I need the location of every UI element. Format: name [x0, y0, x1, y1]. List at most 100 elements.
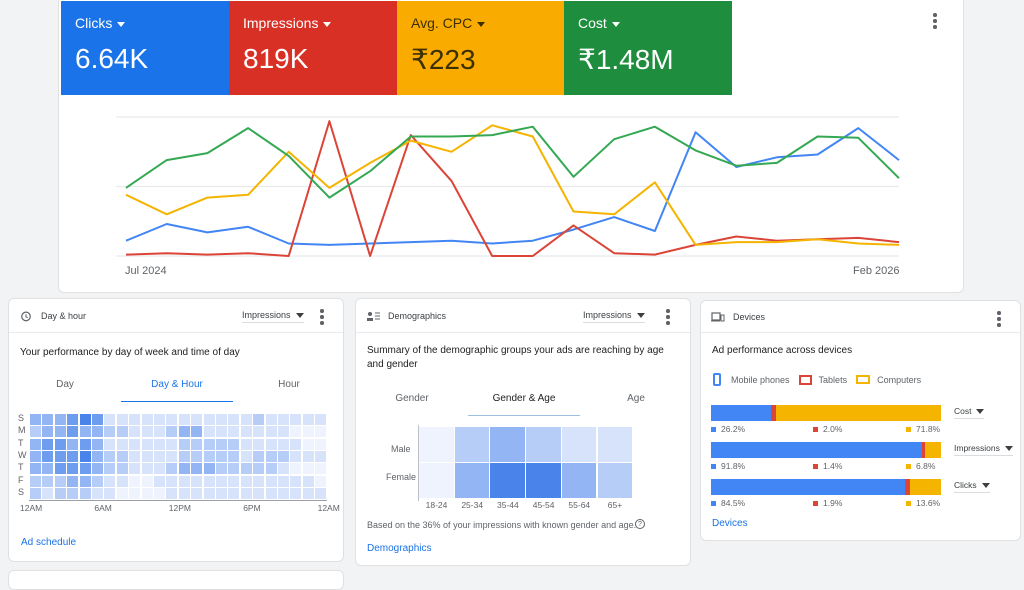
heatmap-cell[interactable] [129, 475, 141, 487]
heatmap-cell[interactable] [278, 463, 289, 475]
heatmap-cell[interactable] [191, 414, 203, 425]
heatmap-cell[interactable] [54, 475, 66, 487]
heatmap-cell[interactable] [265, 487, 277, 499]
heatmap-cell[interactable] [278, 450, 289, 462]
heatmap-cell[interactable] [315, 475, 327, 487]
heatmap-cell[interactable] [129, 450, 141, 462]
heatmap-cell[interactable] [253, 426, 265, 438]
heatmap-cell[interactable] [166, 475, 178, 487]
heatmap-cell[interactable] [30, 426, 41, 438]
heatmap-cell[interactable] [79, 450, 91, 462]
heatmap-cell[interactable] [54, 414, 66, 425]
heatmap-cell[interactable] [154, 414, 165, 425]
heatmap-cell[interactable] [92, 475, 103, 487]
heatmap-cell[interactable] [253, 438, 265, 450]
heatmap-cell[interactable] [92, 438, 103, 450]
demographic-cell[interactable] [490, 427, 525, 462]
heatmap-cell[interactable] [129, 438, 141, 450]
heatmap-cell[interactable] [253, 463, 265, 475]
heatmap-cell[interactable] [315, 463, 327, 475]
heatmap-cell[interactable] [67, 487, 79, 499]
heatmap-cell[interactable] [290, 475, 302, 487]
heatmap-cell[interactable] [104, 414, 116, 425]
heatmap-cell[interactable] [302, 463, 314, 475]
demographic-cell[interactable] [490, 463, 525, 498]
demographic-cell[interactable] [526, 463, 561, 498]
heatmap-cell[interactable] [154, 475, 165, 487]
heatmap-cell[interactable] [42, 438, 54, 450]
heatmap-cell[interactable] [67, 450, 79, 462]
heatmap-cell[interactable] [79, 487, 91, 499]
heatmap-cell[interactable] [92, 463, 103, 475]
more-options-icon[interactable] [320, 309, 324, 327]
heatmap-cell[interactable] [240, 450, 252, 462]
heatmap-cell[interactable] [265, 414, 277, 425]
heatmap-cell[interactable] [116, 450, 128, 462]
heatmap-cell[interactable] [302, 450, 314, 462]
heatmap-cell[interactable] [67, 426, 79, 438]
heatmap-cell[interactable] [116, 463, 128, 475]
heatmap-cell[interactable] [253, 487, 265, 499]
heatmap-cell[interactable] [67, 438, 79, 450]
heatmap-cell[interactable] [30, 463, 41, 475]
avg-cpc-tile[interactable]: Avg. CPC ₹223 [397, 1, 565, 95]
heatmap-cell[interactable] [92, 450, 103, 462]
heatmap-cell[interactable] [141, 463, 153, 475]
heatmap-cell[interactable] [79, 438, 91, 450]
heatmap-cell[interactable] [278, 414, 289, 425]
tab-day[interactable]: Day [56, 379, 74, 390]
heatmap-cell[interactable] [315, 487, 327, 499]
heatmap-cell[interactable] [265, 426, 277, 438]
heatmap-cell[interactable] [240, 487, 252, 499]
clicks-tile[interactable]: Clicks 6.64K [61, 1, 229, 95]
heatmap-cell[interactable] [154, 426, 165, 438]
more-options-icon[interactable] [933, 13, 937, 31]
heatmap-cell[interactable] [129, 487, 141, 499]
heatmap-cell[interactable] [67, 475, 79, 487]
impressions-tile[interactable]: Impressions 819K [229, 1, 397, 95]
heatmap-cell[interactable] [92, 487, 103, 499]
cost-tile[interactable]: Cost ₹1.48M [564, 1, 732, 95]
heatmap-cell[interactable] [42, 487, 54, 499]
heatmap-cell[interactable] [302, 414, 314, 425]
heatmap-cell[interactable] [191, 438, 203, 450]
tab-hour[interactable]: Hour [278, 379, 300, 390]
heatmap-cell[interactable] [315, 450, 327, 462]
heatmap-cell[interactable] [228, 414, 240, 425]
help-icon[interactable]: ? [635, 519, 645, 529]
metric-dropdown[interactable]: Clicks [954, 480, 990, 493]
heatmap-cell[interactable] [67, 414, 79, 425]
heatmap-cell[interactable] [216, 450, 227, 462]
heatmap-cell[interactable] [191, 487, 203, 499]
demographic-cell[interactable] [526, 427, 561, 462]
heatmap-cell[interactable] [228, 450, 240, 462]
heatmap-cell[interactable] [92, 426, 103, 438]
metric-dropdown[interactable]: Cost [954, 406, 985, 419]
heatmap-cell[interactable] [30, 450, 41, 462]
heatmap-cell[interactable] [54, 487, 66, 499]
heatmap-cell[interactable] [178, 438, 190, 450]
heatmap-cell[interactable] [166, 438, 178, 450]
heatmap-cell[interactable] [42, 463, 54, 475]
heatmap-cell[interactable] [240, 426, 252, 438]
heatmap-cell[interactable] [315, 426, 327, 438]
more-options-icon[interactable] [997, 311, 1001, 329]
metric-dropdown[interactable]: Impressions [583, 310, 645, 323]
heatmap-cell[interactable] [290, 414, 302, 425]
heatmap-cell[interactable] [104, 463, 116, 475]
heatmap-cell[interactable] [92, 414, 103, 425]
heatmap-cell[interactable] [154, 463, 165, 475]
heatmap-cell[interactable] [228, 463, 240, 475]
heatmap-cell[interactable] [141, 414, 153, 425]
heatmap-cell[interactable] [166, 487, 178, 499]
tab-gender-age[interactable]: Gender & Age [492, 393, 556, 404]
heatmap-cell[interactable] [129, 463, 141, 475]
demographic-cell[interactable] [419, 463, 454, 498]
heatmap-cell[interactable] [253, 414, 265, 425]
heatmap-cell[interactable] [42, 475, 54, 487]
heatmap-cell[interactable] [178, 426, 190, 438]
heatmap-cell[interactable] [116, 414, 128, 425]
heatmap-cell[interactable] [203, 450, 215, 462]
heatmap-cell[interactable] [54, 426, 66, 438]
heatmap-cell[interactable] [290, 426, 302, 438]
